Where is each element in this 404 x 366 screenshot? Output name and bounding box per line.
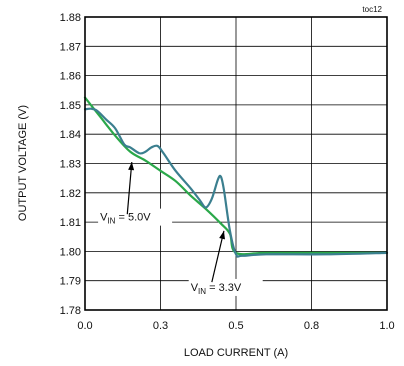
series-line-1 — [83, 96, 389, 256]
y-tick-label: 1.84 — [60, 129, 81, 141]
annotation-label-2: VIN = 3.3V — [191, 282, 242, 296]
x-tick-label: 0.0 — [77, 320, 92, 332]
x-tick-labels: 0.0 0.3 0.5 0.8 1.0 — [77, 320, 394, 332]
annotation-arrow-1 — [126, 161, 133, 215]
annotations: VIN = 5.0V VIN = 3.3V — [98, 161, 263, 296]
y-tick-label: 1.78 — [60, 305, 81, 317]
y-tick-label: 1.82 — [60, 188, 81, 200]
y-tick-label: 1.88 — [60, 12, 81, 24]
y-tick-label: 1.79 — [60, 276, 81, 288]
series-line-2 — [83, 107, 389, 258]
y-tick-label: 1.80 — [60, 246, 81, 258]
y-tick-label: 1.83 — [60, 159, 81, 171]
y-tick-label: 1.85 — [60, 100, 81, 112]
figure-tag: toc12 — [362, 5, 382, 14]
x-tick-label: 0.5 — [228, 320, 243, 332]
y-tick-label: 1.87 — [60, 41, 81, 53]
x-tick-label: 0.3 — [153, 320, 168, 332]
x-tick-label: 1.0 — [379, 320, 394, 332]
series-lines — [83, 96, 389, 258]
annotation-arrowhead-1 — [128, 162, 135, 171]
annotation-arrowhead-2 — [219, 230, 226, 240]
plot-frame — [84, 16, 388, 311]
grid — [84, 16, 388, 311]
annotation-background — [188, 278, 263, 296]
y-tick-label: 1.81 — [60, 217, 81, 229]
y-tick-label: 1.86 — [60, 71, 81, 83]
y-tick-labels: 1.78 1.79 1.80 1.81 1.82 1.83 1.84 1.85 1.86 1.87… — [60, 12, 81, 317]
x-tick-label: 0.8 — [304, 320, 319, 332]
annotation-background — [98, 208, 173, 226]
annotation-arrow-2 — [211, 230, 225, 283]
x-axis-label: LOAD CURRENT (A) — [184, 347, 288, 359]
annotation-label-1: VIN = 5.0V — [100, 212, 151, 226]
y-axis-label: OUTPUT VOLTAGE (V) — [17, 105, 29, 221]
